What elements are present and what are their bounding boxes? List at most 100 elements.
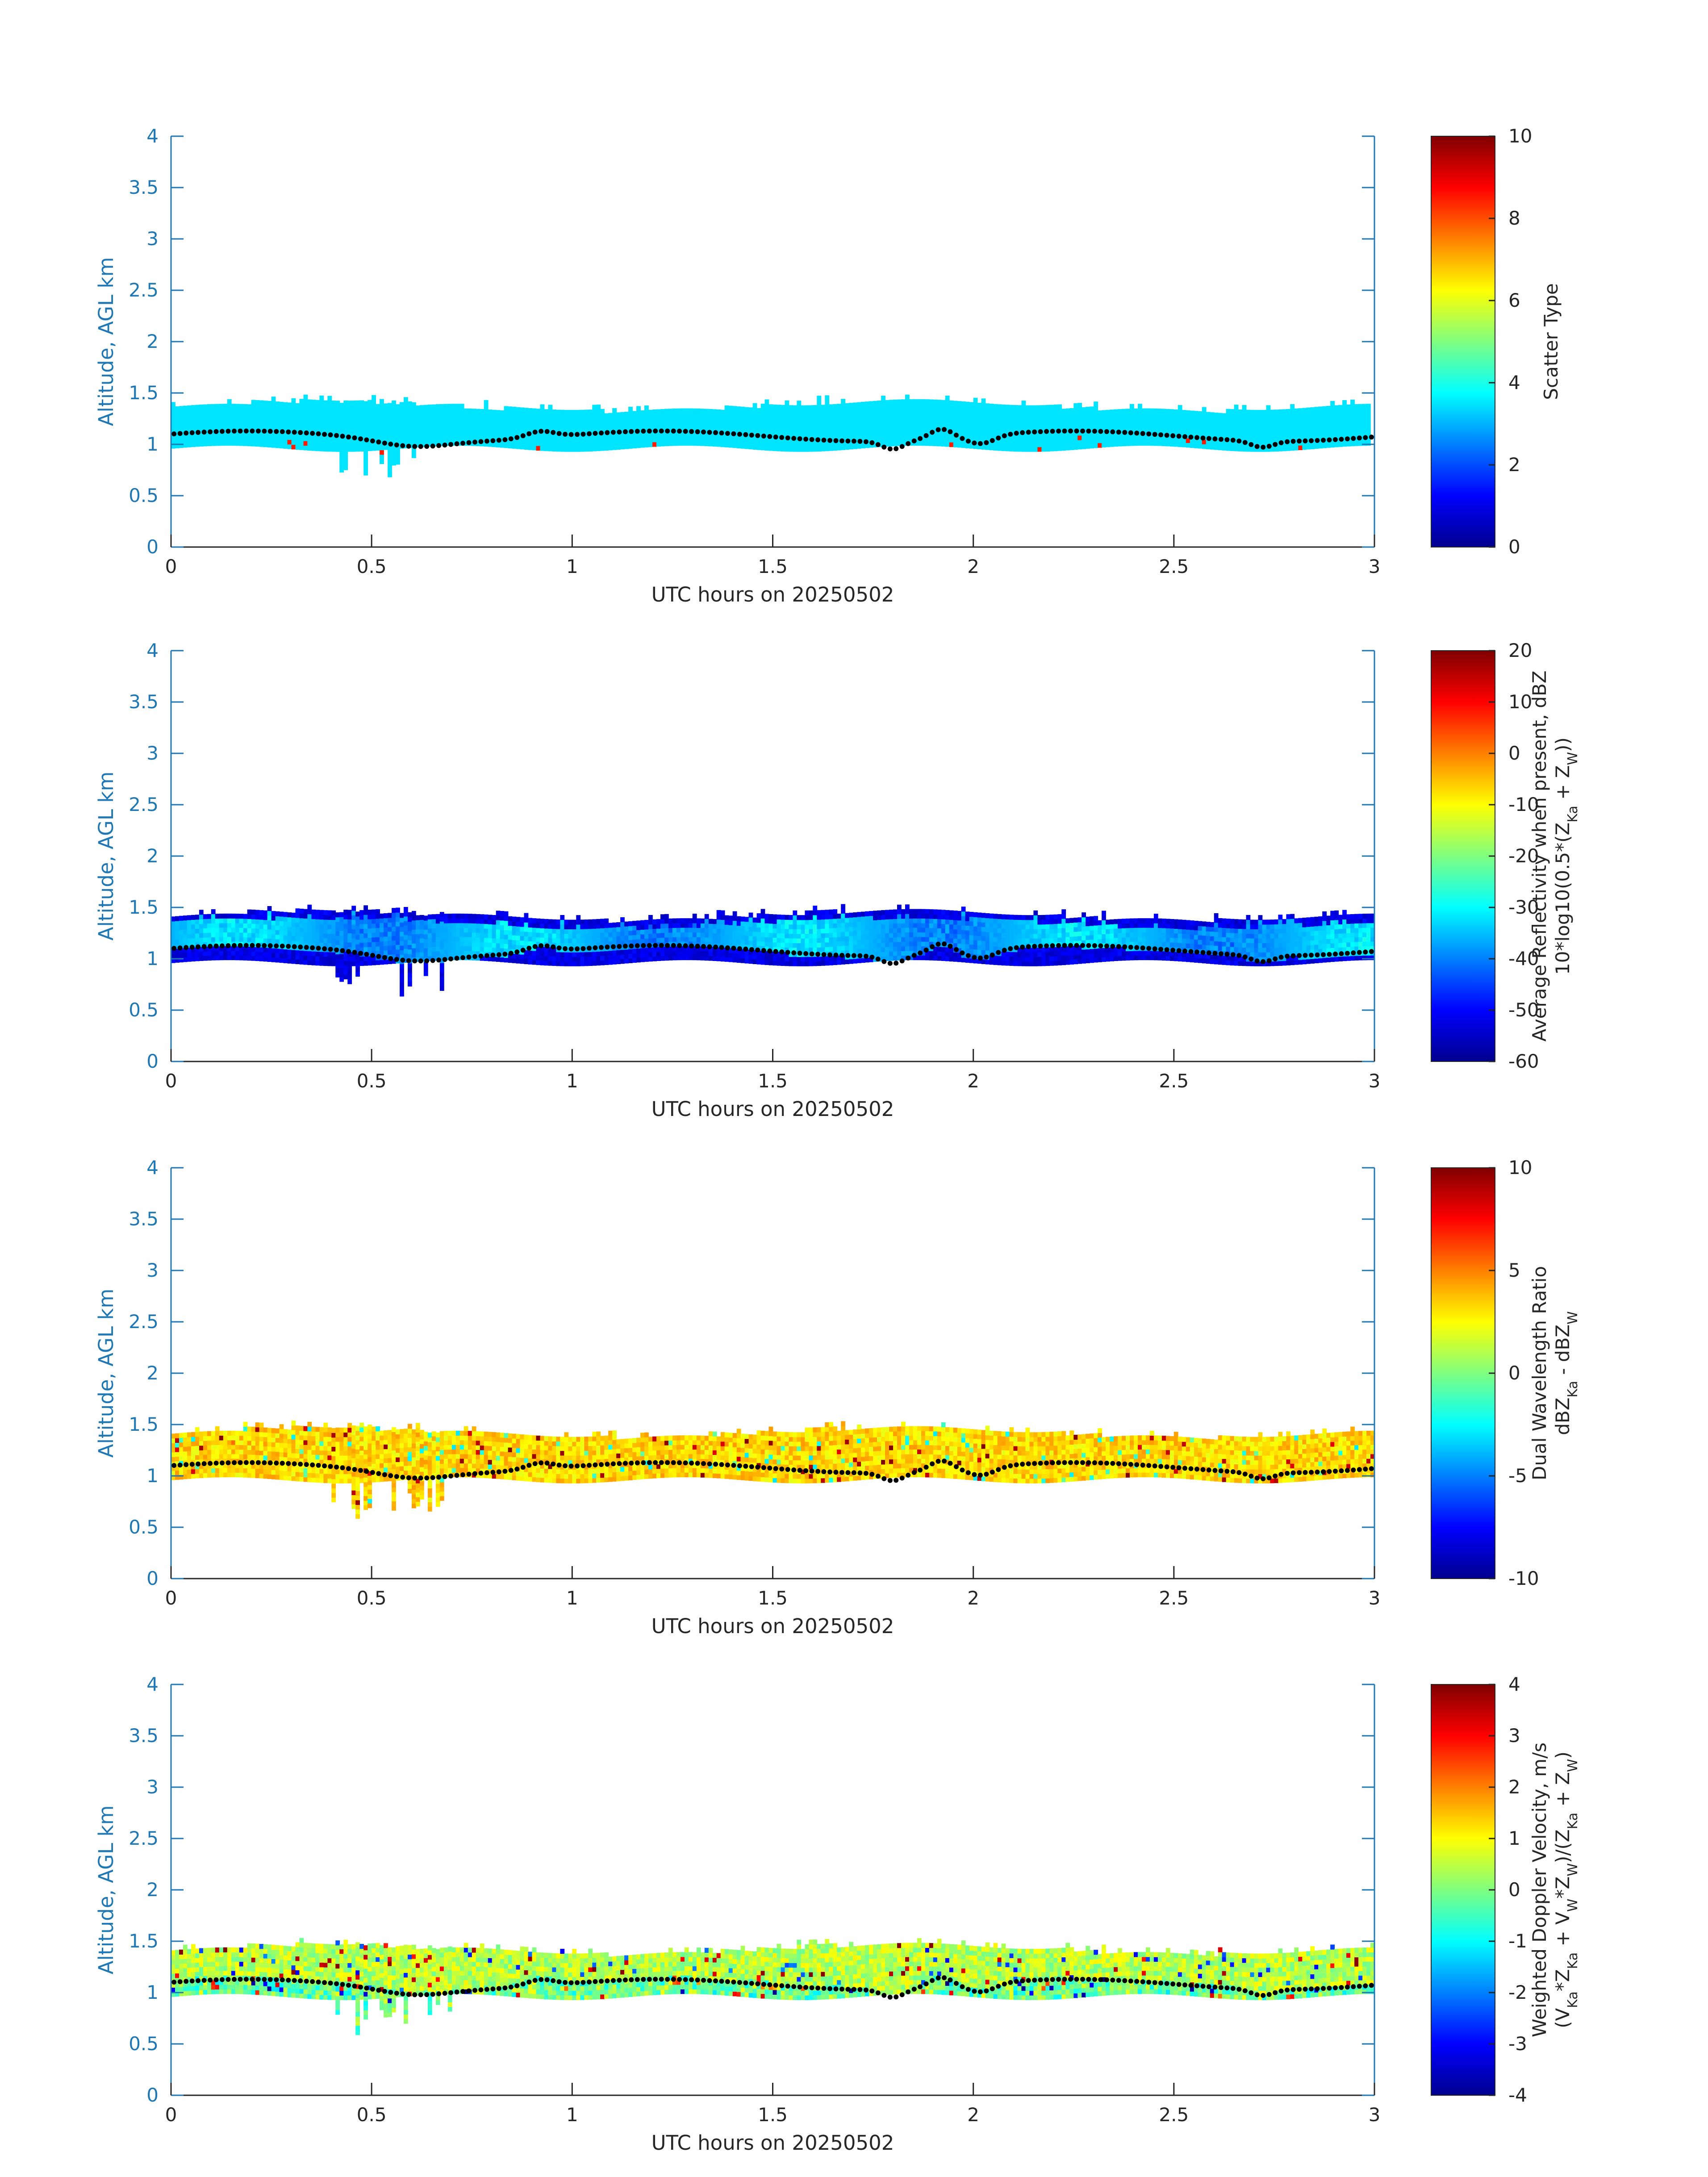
heatmap-cell — [275, 916, 280, 921]
heatmap-cell — [785, 915, 789, 920]
heatmap-cell — [283, 407, 288, 412]
heatmap-cell — [1025, 414, 1030, 420]
heatmap-cell — [343, 974, 348, 980]
heatmap-cell — [347, 442, 352, 447]
heatmap-cell — [781, 442, 785, 447]
cloud-base-dot — [767, 434, 773, 439]
heatmap-cell — [451, 946, 456, 951]
heatmap-cell — [861, 916, 865, 921]
heatmap-cell — [752, 945, 757, 950]
heatmap-cell — [973, 411, 978, 417]
heatmap-cell — [351, 906, 356, 911]
heatmap-cell — [640, 920, 645, 925]
heatmap-cell — [484, 928, 489, 933]
heatmap-cell — [303, 394, 308, 400]
heatmap-cell — [760, 923, 765, 928]
heatmap-cell — [508, 944, 513, 949]
heatmap-cell — [584, 924, 589, 929]
heatmap-cell — [957, 443, 962, 448]
heatmap-cell — [468, 946, 472, 951]
heatmap-cell — [937, 432, 942, 437]
heatmap-cell — [1126, 427, 1130, 432]
heatmap-cell — [989, 422, 994, 427]
heatmap-cell — [392, 419, 396, 424]
cloud-base-dot — [761, 434, 766, 439]
heatmap-cell — [520, 940, 525, 945]
heatmap-cell — [271, 925, 276, 930]
heatmap-cell — [841, 436, 845, 441]
heatmap-cell — [652, 947, 657, 952]
heatmap-cell — [620, 949, 625, 955]
heatmap-cell — [728, 929, 733, 935]
heatmap-cell — [897, 422, 902, 428]
heatmap-cell — [965, 434, 970, 439]
heatmap-cell — [464, 422, 468, 427]
heatmap-cell — [748, 954, 753, 959]
heatmap-cell — [592, 409, 597, 414]
heatmap-cell — [1318, 443, 1323, 449]
heatmap-cell — [853, 912, 857, 918]
heatmap-cell — [459, 422, 464, 427]
heatmap-cell — [692, 918, 697, 923]
heatmap-cell — [664, 914, 669, 919]
heatmap-cell — [255, 919, 260, 924]
heatmap-cell — [279, 420, 284, 426]
heatmap-cell — [648, 938, 653, 943]
heatmap-cell — [632, 415, 637, 421]
heatmap-cell — [287, 935, 292, 940]
heatmap-cell — [512, 421, 517, 426]
heatmap-cell — [752, 917, 757, 923]
heatmap-cell — [1290, 418, 1295, 423]
heatmap-cell — [592, 951, 597, 957]
heatmap-cell — [580, 938, 585, 943]
heatmap-cell — [789, 405, 793, 410]
heatmap-cell — [423, 943, 428, 949]
heatmap-cell — [893, 441, 898, 447]
heatmap-cell — [604, 941, 609, 947]
heatmap-cell — [752, 403, 757, 408]
heatmap-cell — [572, 409, 577, 415]
heatmap-cell — [692, 946, 697, 951]
heatmap-cell — [845, 408, 849, 413]
heatmap-cell — [552, 924, 557, 929]
cloud-base-dot — [544, 429, 550, 434]
heatmap-cell — [323, 423, 328, 429]
heatmap-cell — [311, 942, 316, 947]
heatmap-cell — [247, 404, 252, 409]
heatmap-cell — [656, 414, 661, 419]
heatmap-cell — [384, 945, 388, 951]
heatmap-cell — [524, 440, 529, 445]
heatmap-cell — [560, 933, 565, 939]
heatmap-cell — [1045, 405, 1050, 410]
heatmap-cell — [175, 425, 180, 430]
heatmap-cell — [516, 926, 521, 932]
heatmap-cell — [744, 931, 749, 936]
heatmap-cell — [223, 431, 228, 437]
heatmap-cell — [668, 422, 673, 428]
heatmap-cell — [925, 427, 930, 432]
heatmap-cell — [243, 946, 248, 952]
heatmap-cell — [700, 937, 705, 942]
heatmap-cell — [532, 941, 537, 946]
heatmap-cell — [969, 425, 974, 430]
x-axis-label: UTC hours on 20250502 — [651, 583, 894, 606]
heatmap-cell — [680, 426, 685, 432]
heatmap-cell — [821, 961, 826, 966]
heatmap-cell — [335, 926, 340, 932]
heatmap-cell — [175, 411, 180, 416]
heatmap-cell — [668, 941, 673, 947]
heatmap-cell — [756, 932, 761, 937]
heatmap-cell — [439, 981, 444, 986]
heatmap-cell — [267, 414, 272, 420]
heatmap-cell — [516, 430, 521, 435]
heatmap-cell — [327, 442, 332, 447]
heatmap-cell — [327, 414, 332, 419]
heatmap-cell — [343, 969, 348, 975]
heatmap-cell — [1157, 409, 1162, 414]
heatmap-cell — [187, 442, 192, 447]
heatmap-cell — [508, 958, 513, 963]
heatmap-cell — [408, 415, 412, 421]
heatmap-cell — [1025, 447, 1030, 452]
heatmap-cell — [1326, 434, 1331, 439]
heatmap-cell — [207, 413, 212, 418]
